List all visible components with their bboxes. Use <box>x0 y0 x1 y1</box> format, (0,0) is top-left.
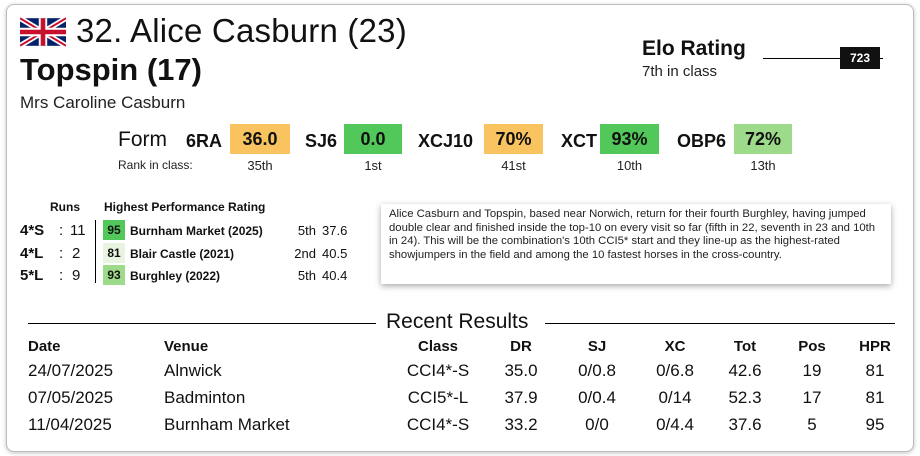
form-code-xcj10: XCJ10 <box>418 131 474 151</box>
run-count: 2 <box>72 245 81 262</box>
elo-rating-title: Elo Rating <box>642 37 746 60</box>
form-label: Form <box>118 128 167 151</box>
result-xc: 0/14 <box>658 388 692 407</box>
result-xc: 0/6.8 <box>656 361 694 380</box>
hpr-event: Blair Castle (2021) <box>130 247 235 261</box>
result-dr: 33.2 <box>504 415 538 434</box>
col-header-venue: Venue <box>164 338 209 355</box>
hpr-score: 81 <box>103 243 125 263</box>
result-venue: Badminton <box>164 388 246 407</box>
form-code-obp6: OBP6 <box>677 131 727 151</box>
result-total: 37.6 <box>728 415 762 434</box>
result-sj: 0/0.8 <box>578 361 616 380</box>
run-count: 9 <box>72 267 81 284</box>
hpr-position: 5th <box>297 223 316 238</box>
result-date: 11/04/2025 <box>28 415 112 434</box>
form-value-xct: 93% <box>600 124 659 154</box>
col-header-pos: Pos <box>798 338 826 355</box>
form-rank-sj6: 1st <box>364 158 382 173</box>
run-separator: : <box>59 245 64 262</box>
form-rank-xct: 10th <box>616 158 643 173</box>
owner-name: Mrs Caroline Casburn <box>20 93 186 112</box>
result-class: CCI4*-S <box>406 361 470 380</box>
form-rank-obp6: 13th <box>750 158 776 173</box>
hpr-result: 40.5 <box>322 246 348 261</box>
hpr-score: 95 <box>103 220 125 240</box>
run-level: 5*L <box>20 267 44 284</box>
hpr-result: 40.4 <box>322 268 348 283</box>
form-value-sj6: 0.0 <box>344 124 402 154</box>
result-sj: 0/0.4 <box>578 388 616 407</box>
form-code-xct: XCT <box>561 131 597 151</box>
result-hpr: 81 <box>865 361 885 380</box>
col-header-dr: DR <box>510 338 532 355</box>
recent-results-title: Recent Results <box>386 310 529 333</box>
form-value-xcj10: 70% <box>484 124 543 154</box>
form-value-6ra: 36.0 <box>230 124 290 154</box>
result-hpr: 81 <box>865 388 885 407</box>
result-dr: 35.0 <box>504 361 538 380</box>
result-xc: 0/4.4 <box>656 415 694 434</box>
hpr-position: 5th <box>297 268 316 283</box>
result-total: 52.3 <box>728 388 762 407</box>
result-position: 17 <box>802 388 822 407</box>
profile-description: Alice Casburn and Topspin, based near No… <box>381 204 891 284</box>
result-total: 42.6 <box>728 361 762 380</box>
hpr-event: Burghley (2022) <box>130 269 221 283</box>
result-venue: Burnham Market <box>164 415 290 434</box>
col-header-class: Class <box>417 338 459 355</box>
section-divider-right <box>545 323 895 324</box>
runs-divider <box>95 220 96 283</box>
section-divider-left <box>28 323 376 324</box>
result-venue: Alnwick <box>164 361 222 380</box>
result-class: CCI4*-S <box>406 415 470 434</box>
elo-class-rank: 7th in class <box>642 63 718 80</box>
col-header-hpr: HPR <box>859 338 891 355</box>
horse-name: Topspin (17) <box>20 52 202 87</box>
result-hpr: 95 <box>865 415 885 434</box>
elo-rating-value: 723 <box>840 47 880 69</box>
run-separator: : <box>59 267 64 284</box>
hpr-score: 93 <box>103 265 125 285</box>
hpr-header: Highest Performance Rating <box>104 200 266 214</box>
run-level: 4*S <box>20 222 45 239</box>
form-code-sj6: SJ6 <box>305 131 338 151</box>
form-value-obp6: 72% <box>734 124 792 154</box>
rank-in-class-label: Rank in class: <box>118 158 193 172</box>
result-position: 5 <box>807 415 817 434</box>
result-date: 24/07/2025 <box>28 361 114 380</box>
uk-flag-icon <box>20 17 66 47</box>
hpr-event: Burnham Market (2025) <box>130 224 263 238</box>
result-position: 19 <box>802 361 822 380</box>
form-rank-xcj10: 41st <box>501 158 526 173</box>
form-rank-6ra: 35th <box>247 158 273 173</box>
form-code-6ra: 6RA <box>186 131 223 151</box>
run-separator: : <box>59 222 64 239</box>
result-sj: 0/0 <box>585 415 609 434</box>
col-header-date: Date <box>28 338 61 355</box>
result-class: CCI5*-L <box>407 388 469 407</box>
col-header-tot: Tot <box>733 338 757 355</box>
hpr-result: 37.6 <box>322 223 348 238</box>
elo-rating-line <box>763 58 883 59</box>
result-date: 07/05/2025 <box>28 388 114 407</box>
run-level: 4*L <box>20 245 44 262</box>
result-dr: 37.9 <box>504 388 538 407</box>
hpr-position: 2nd <box>294 246 316 261</box>
rider-name: 32. Alice Casburn (23) <box>76 12 407 49</box>
runs-header: Runs <box>50 200 80 214</box>
col-header-sj: SJ <box>587 338 607 355</box>
col-header-xc: XC <box>664 338 686 355</box>
run-count: 11 <box>70 222 86 239</box>
